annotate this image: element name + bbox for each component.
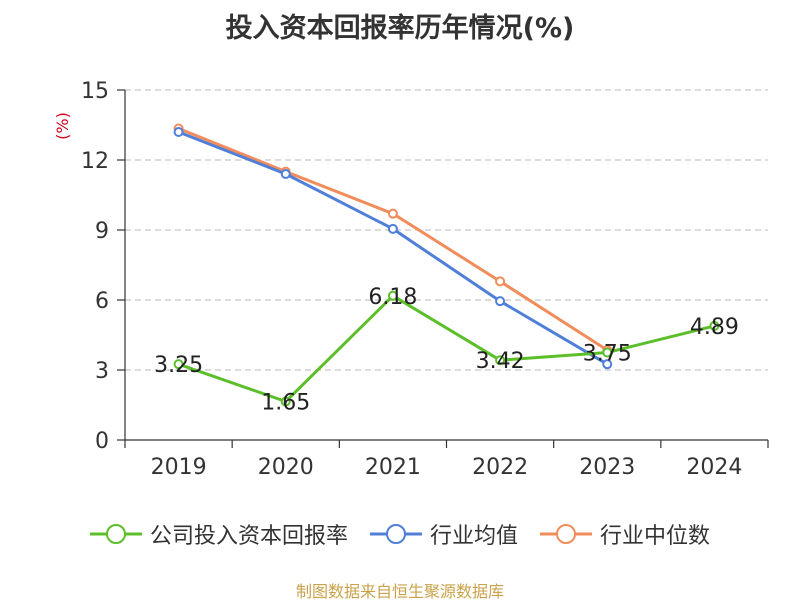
data-point [387, 208, 398, 219]
legend-label: 行业中位数 [600, 524, 711, 549]
data-label: 4.89 [690, 315, 739, 340]
y-tick-label: 9 [95, 219, 109, 244]
data-point [280, 396, 291, 407]
legend-swatch [369, 524, 422, 544]
legend-item[interactable]: 行业中位数 [540, 518, 710, 550]
data-point [280, 169, 291, 179]
legend-swatch-marker [385, 524, 406, 544]
legend-item[interactable]: 公司投入资本回报率 [89, 518, 348, 550]
data-point [602, 347, 613, 358]
legend-label: 行业均值 [429, 524, 518, 549]
data-point [709, 320, 720, 331]
series-line [178, 130, 609, 366]
y-tick-label: 6 [95, 289, 109, 314]
data-point [173, 359, 184, 370]
y-tick-label: 0 [95, 429, 109, 454]
source-note: 制图数据来自恒生聚源数据库 [295, 582, 504, 601]
data-point [495, 296, 506, 307]
data-point [495, 276, 506, 287]
axes: 0 3 6 9 12 15 (%) 2019 2020 2021 2022 2023 2024 [53, 79, 769, 480]
legend: 公司投入资本回报率 行业均值 行业中位数 [0, 518, 800, 550]
y-axis-label: (%) [53, 112, 72, 140]
x-tick-label: 2022 [472, 455, 528, 480]
data-label: 3.75 [583, 342, 632, 367]
y-tick-label: 3 [95, 359, 109, 384]
x-tick-label: 2020 [258, 455, 314, 480]
x-tick-label: 2019 [151, 455, 207, 480]
y-tick-label: 15 [81, 79, 109, 104]
legend-item[interactable]: 行业均值 [369, 518, 518, 550]
legend-swatch [540, 524, 592, 544]
data-point [173, 127, 184, 137]
chart-title: 投入资本回报率历年情况(%) [225, 13, 575, 44]
data-point [602, 359, 613, 370]
x-tick-label: 2024 [686, 455, 742, 480]
x-tick-label: 2021 [365, 455, 421, 480]
data-point [387, 290, 398, 301]
data-label: 1.65 [261, 391, 310, 416]
series-lines [173, 123, 720, 407]
legend-swatch [89, 524, 142, 544]
legend-swatch-marker [105, 524, 126, 544]
data-label: 3.42 [476, 349, 525, 374]
data-labels: 3.25 1.65 6.18 3.42 3.75 4.89 [154, 285, 739, 416]
legend-swatch-marker [556, 524, 576, 544]
data-label: 3.25 [154, 353, 203, 378]
data-point [387, 223, 398, 234]
data-point [495, 355, 506, 366]
y-tick-label: 12 [81, 149, 109, 174]
x-tick-label: 2023 [579, 455, 635, 480]
legend-label: 公司投入资本回报率 [149, 524, 348, 549]
data-label: 6.18 [368, 285, 417, 310]
series-line [178, 127, 609, 352]
grid-lines [125, 89, 768, 371]
series-line [178, 294, 715, 403]
